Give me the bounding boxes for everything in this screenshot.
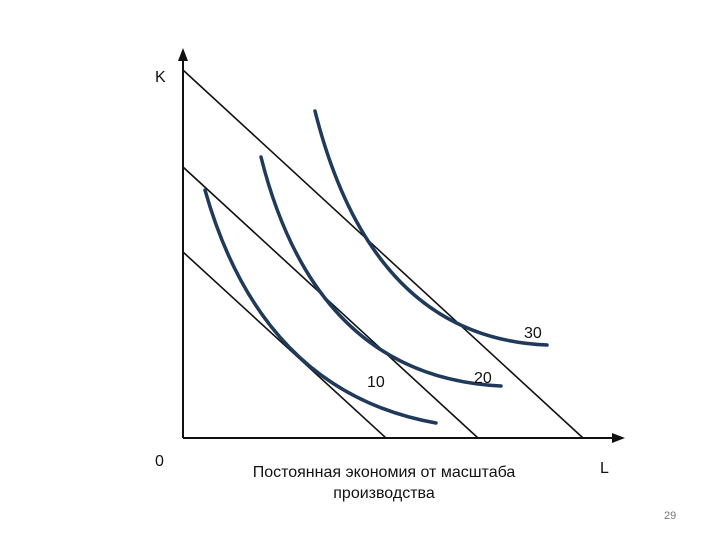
isoquant-label-20: 20 xyxy=(474,370,492,387)
page-number: 29 xyxy=(664,510,676,522)
isocost-line-1 xyxy=(182,251,387,439)
isoquant-curve-30 xyxy=(313,109,549,347)
y-axis-label: K xyxy=(155,69,166,86)
x-axis-arrowhead xyxy=(612,433,625,443)
caption-line-1: Постоянная экономия от масштаба xyxy=(253,464,516,481)
origin-label: 0 xyxy=(155,453,164,470)
x-axis-label: L xyxy=(600,460,609,477)
isoquant-label-30: 30 xyxy=(524,325,542,342)
isoquant-curve-10 xyxy=(203,188,438,425)
isoquant-curve-20 xyxy=(259,155,503,388)
isoquant-label-10: 10 xyxy=(367,374,385,391)
isocost-line-3 xyxy=(182,69,584,439)
caption-line-2: производства xyxy=(333,485,435,502)
y-axis-arrowhead xyxy=(178,48,188,61)
